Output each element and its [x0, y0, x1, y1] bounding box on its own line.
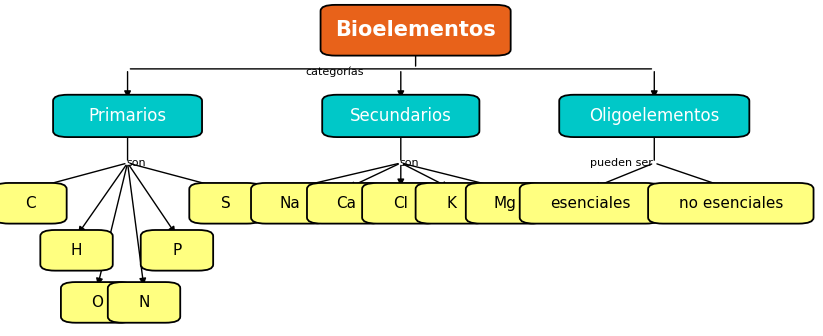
- FancyBboxPatch shape: [141, 230, 213, 271]
- FancyBboxPatch shape: [559, 95, 749, 137]
- FancyBboxPatch shape: [189, 183, 262, 224]
- Text: N: N: [138, 295, 150, 310]
- FancyBboxPatch shape: [53, 95, 202, 137]
- Text: Bioelementos: Bioelementos: [335, 20, 496, 40]
- Text: no esenciales: no esenciales: [679, 196, 783, 211]
- Text: Primarios: Primarios: [89, 107, 166, 125]
- FancyBboxPatch shape: [108, 282, 180, 323]
- Text: H: H: [71, 243, 82, 258]
- FancyBboxPatch shape: [648, 183, 813, 224]
- Text: Mg: Mg: [494, 196, 517, 211]
- Text: P: P: [172, 243, 182, 258]
- FancyBboxPatch shape: [0, 183, 67, 224]
- FancyBboxPatch shape: [307, 183, 384, 224]
- Text: Ca: Ca: [336, 196, 356, 211]
- FancyBboxPatch shape: [519, 183, 660, 224]
- Text: S: S: [221, 196, 230, 211]
- FancyBboxPatch shape: [40, 230, 113, 271]
- Text: C: C: [26, 196, 35, 211]
- FancyBboxPatch shape: [322, 95, 479, 137]
- Text: O: O: [91, 295, 103, 310]
- Text: son: son: [399, 158, 419, 168]
- FancyBboxPatch shape: [466, 183, 545, 224]
- FancyBboxPatch shape: [251, 183, 328, 224]
- Text: K: K: [447, 196, 457, 211]
- Text: Oligoelementos: Oligoelementos: [589, 107, 719, 125]
- FancyBboxPatch shape: [320, 5, 510, 56]
- Text: son: son: [126, 158, 146, 168]
- Text: esenciales: esenciales: [550, 196, 630, 211]
- Text: categorías: categorías: [305, 67, 364, 77]
- Text: Na: Na: [279, 196, 300, 211]
- FancyBboxPatch shape: [416, 183, 488, 224]
- Text: pueden ser: pueden ser: [590, 158, 653, 168]
- Text: Secundarios: Secundarios: [350, 107, 452, 125]
- FancyBboxPatch shape: [61, 282, 133, 323]
- Text: Cl: Cl: [393, 196, 408, 211]
- FancyBboxPatch shape: [362, 183, 439, 224]
